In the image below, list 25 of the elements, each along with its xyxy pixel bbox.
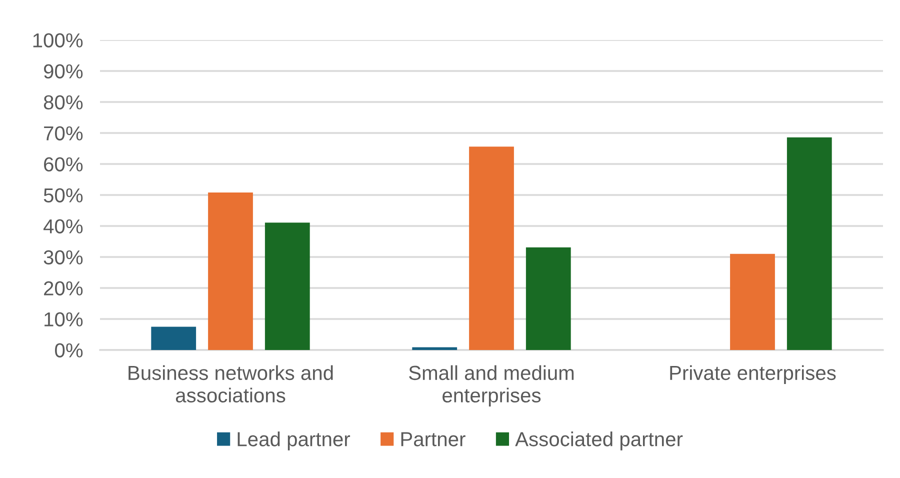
y-tick-label: 20% — [44, 281, 83, 296]
y-tick-label: 60% — [44, 157, 83, 172]
bar — [208, 192, 253, 350]
y-tick-label: 30% — [44, 250, 83, 264]
bar — [730, 254, 775, 350]
legend-label: Associated partner — [515, 432, 683, 450]
y-tick-label: 80% — [44, 95, 83, 110]
x-tick-label: Business networks and associations — [128, 365, 333, 402]
bar — [469, 146, 514, 350]
bar — [151, 326, 196, 350]
bar — [526, 247, 571, 350]
y-tick-label: 100% — [33, 33, 83, 48]
legend-label: Lead partner — [238, 432, 350, 450]
bar — [264, 222, 310, 350]
y-tick-label: 0% — [55, 343, 83, 358]
bar — [786, 137, 832, 350]
y-tick-label: 10% — [44, 312, 83, 326]
y-tick-label: 70% — [44, 126, 83, 140]
bar — [412, 347, 458, 350]
y-tick-label: 40% — [43, 219, 83, 234]
y-tick-label: 50% — [44, 188, 83, 202]
legend-label: Partner — [401, 432, 466, 446]
x-tick-label: Private enterprises — [670, 365, 836, 384]
x-tick-label: Small and medium enterprises — [409, 365, 574, 406]
y-tick-label: 90% — [44, 64, 83, 78]
